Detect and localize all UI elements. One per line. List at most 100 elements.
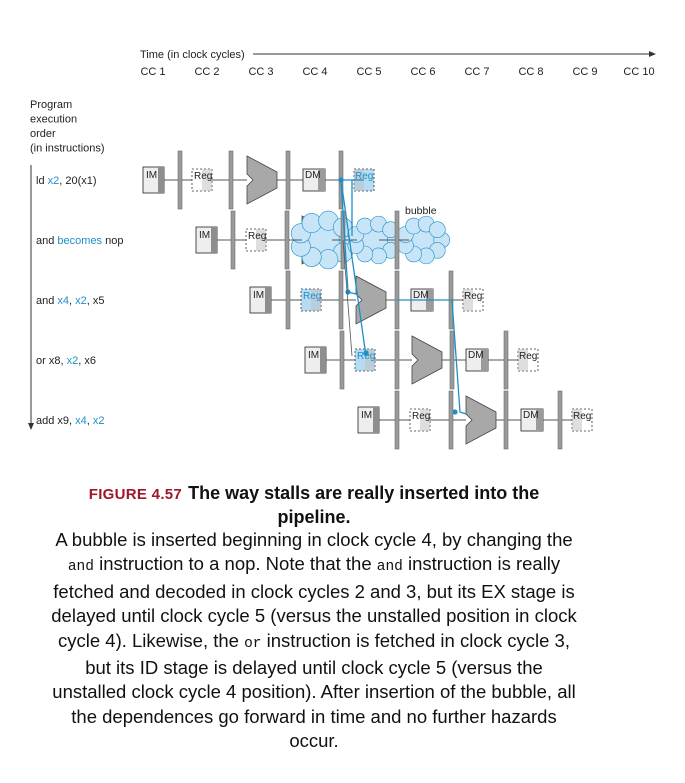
pipeline-row: IM Reg DM Reg [357, 395, 593, 445]
instruction-label: or x8, x2, x6 [36, 355, 96, 367]
cycle-label: CC 8 [518, 66, 543, 78]
alu-shape [465, 395, 497, 445]
figure-caption: FIGURE 4.57 The way stalls are really ins… [50, 482, 578, 754]
im-label: IM [253, 290, 264, 301]
reg-write-label: Reg [464, 291, 482, 302]
caption-text: instruction is fetched in clock cycle 3,… [52, 629, 576, 752]
pipeline-register-bar [285, 270, 291, 330]
reg-shade [311, 289, 321, 311]
caption-heading: FIGURE 4.57 The way stalls are really ins… [50, 482, 578, 528]
dm-shade [481, 349, 488, 371]
pipeline-register-bar [230, 210, 236, 270]
bubble-cloud [397, 215, 450, 265]
forwarding-junction [345, 289, 351, 295]
bubble-cloud [347, 215, 404, 265]
im-shade [158, 167, 164, 193]
code-token: and [376, 559, 403, 576]
time-axis-title: Time (in clock cycles) [140, 49, 245, 61]
reg-label: Reg [357, 351, 375, 362]
pipeline-stages: IM Reg DM Reg IM Reg DM Reg IM Reg DM Reg IM Reg DM Reg… [142, 150, 593, 450]
dm-shade [318, 169, 325, 191]
program-order-title: Program execution order (in instructions) [30, 99, 105, 155]
im-shade [211, 227, 217, 253]
forwarding-junction [452, 409, 458, 415]
reg-write-label: Reg [573, 411, 591, 422]
cycle-label: CC 5 [356, 66, 381, 78]
pipeline-register-bar [177, 150, 183, 210]
reg-write-shade [572, 409, 582, 431]
instruction-labels: ld x2, 20(x1) and becomes nop and x4, x2, … [36, 175, 123, 427]
forwarding-wire [340, 179, 367, 357]
pipeline-register-bar [448, 390, 454, 450]
im-label: IM [308, 350, 319, 361]
pipeline-register-bar [285, 150, 291, 210]
caption-body: A bubble is inserted beginning in clock … [50, 528, 578, 754]
code-token: or [244, 635, 262, 652]
bubble-label: bubble [405, 205, 437, 217]
cycle-label: CC 10 [623, 66, 654, 78]
program-order-title-line: Program [30, 99, 72, 111]
pipeline-register-bar [228, 150, 234, 210]
forwarding-wire [397, 299, 467, 415]
pipeline-register-bar [503, 330, 509, 390]
alu-shape [246, 155, 278, 205]
pipeline-register-bar [284, 210, 290, 270]
caption-text: instruction to a nop. Note that the [93, 553, 377, 575]
cycle-label: CC 9 [572, 66, 597, 78]
reg-label: Reg [303, 291, 321, 302]
pipeline-register-bar [394, 390, 400, 450]
cycle-label: CC 4 [302, 66, 327, 78]
im-shade [265, 287, 271, 313]
reg-shade [365, 349, 375, 371]
caption-text: instruction is really fetched and decode… [51, 553, 577, 651]
alu-shape [411, 335, 443, 385]
im-label: IM [199, 230, 210, 241]
cycle-label: CC 2 [194, 66, 219, 78]
reg-label: Reg [412, 411, 430, 422]
reg-shade [202, 169, 212, 191]
dm-label: DM [468, 350, 484, 361]
pipeline-row: IM Reg DM Reg [304, 335, 539, 385]
reg-label: Reg [194, 171, 212, 182]
pipeline-register-bar [394, 210, 400, 270]
forwarding-junction [363, 350, 369, 356]
time-axis-arrowhead [649, 51, 656, 57]
pipeline-register-bar [449, 330, 455, 390]
reg-label: Reg [248, 231, 266, 242]
cycle-label: CC 1 [140, 66, 165, 78]
im-shade [320, 347, 326, 373]
caption-text: A bubble is inserted beginning in clock … [55, 529, 573, 550]
pipeline-register-bar [557, 390, 563, 450]
cycle-label: CC 6 [410, 66, 435, 78]
pipeline-row: IM Reg DM Reg [249, 275, 484, 325]
program-order-title-line: order [30, 128, 56, 140]
im-label: IM [361, 410, 372, 421]
dm-shade [536, 409, 543, 431]
datapath-wire [342, 239, 353, 357]
dm-label: DM [523, 410, 539, 421]
figure-title: The way stalls are really inserted into … [188, 483, 540, 527]
pipeline-register-bar [338, 270, 344, 330]
reg-write-label: Reg [519, 351, 537, 362]
program-order-title-line: execution [30, 114, 77, 126]
reg-shade [420, 409, 430, 431]
cycle-label: CC 3 [248, 66, 273, 78]
instruction-label: ld x2, 20(x1) [36, 175, 97, 187]
im-shade [373, 407, 379, 433]
program-order-arrowhead [28, 423, 34, 430]
program-order-title-line: (in instructions) [30, 143, 105, 155]
dm-label: DM [413, 290, 429, 301]
pipeline-register-bar [503, 390, 509, 450]
instruction-label: and x4, x2, x5 [36, 295, 105, 307]
im-label: IM [146, 170, 157, 181]
reg-write-shade [518, 349, 528, 371]
instruction-label: add x9, x4, x2 [36, 415, 105, 427]
reg-shade [256, 229, 266, 251]
code-token: and [67, 559, 94, 576]
pipeline-register-bar [339, 330, 345, 390]
pipeline-register-bar [394, 330, 400, 390]
cycle-label: CC 7 [464, 66, 489, 78]
forwarding-paths [338, 177, 467, 415]
dm-label: DM [305, 170, 321, 181]
clock-cycle-labels: CC 1 CC 2 CC 3 CC 4 CC 5 CC 6 CC 7 CC 8 CC 9 CC 1… [140, 66, 654, 78]
